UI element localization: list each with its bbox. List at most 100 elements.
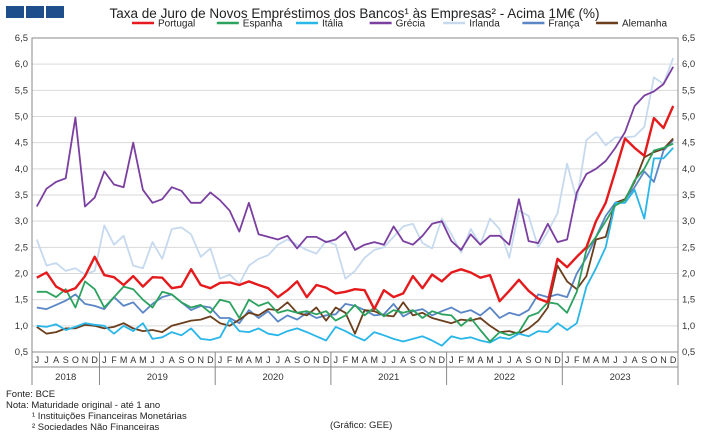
x-month-label: J [623,355,628,365]
x-month-label: J [150,355,155,365]
x-month-label: M [583,355,591,365]
x-year-label: 2019 [147,372,168,383]
series-line-franca [36,139,674,325]
credit-note: (Gráfico: GEE) [330,420,393,431]
y-tick-label-left: 2,0 [15,269,28,280]
y-tick-label-right: 1,5 [682,295,695,306]
x-month-label: M [139,355,147,365]
y-tick-label-left: 1,5 [15,295,28,306]
x-month-label: D [207,355,214,365]
x-month-label: S [641,355,647,365]
y-tick-label-left: 5,5 [15,85,28,96]
x-month-label: J [333,355,338,365]
y-tick-label-right: 6,5 [682,33,695,44]
x-month-label: M [236,355,244,365]
x-month-label: S [410,355,416,365]
legend-label-alemanha: Alemanha [622,19,667,30]
chart-title: Taxa de Juro de Novos Empréstimos dos Ba… [109,6,600,21]
y-tick-label-left: 1,0 [15,321,28,332]
x-month-label: M [486,355,494,365]
series-line-irlanda [35,57,675,285]
x-month-label: S [526,355,532,365]
series-line-italia [36,147,674,347]
legend-label-portugal: Portugal [158,19,195,30]
x-year-label: 2021 [378,372,399,383]
x-month-label: J [391,355,396,365]
x-month-label: A [169,355,175,365]
x-year-label: 2020 [262,372,283,383]
legend-label-franca: França [548,19,580,30]
y-tick-label-left: 6,5 [15,33,28,44]
y-tick-label-right: 6,0 [682,59,695,70]
x-month-label: M [255,355,263,365]
x-month-label: N [660,355,667,365]
y-tick-label-right: 2,0 [682,269,695,280]
x-month-label: J [276,355,281,365]
x-month-label: D [323,355,330,365]
legend-label-italia: Itália [322,19,344,30]
source-note: Fonte: BCE [6,389,56,400]
x-month-label: J [565,355,570,365]
x-month-label: D [554,355,561,365]
y-tick-label-right: 5,5 [682,85,695,96]
x-month-label: O [535,355,542,365]
x-month-label: J [613,355,618,365]
y-tick-label-right: 3,5 [682,190,695,201]
method-note: Nota: Maturidade original - até 1 ano [6,400,161,411]
x-month-label: N [197,355,204,365]
legend-label-irlanda: Irlanda [469,19,500,30]
x-month-label: O [72,355,79,365]
logo-block-icon [26,6,44,18]
x-month-label: O [188,355,195,365]
y-tick-label-left: 6,0 [15,59,28,70]
x-month-label: J [102,355,107,365]
plot-border [31,37,679,353]
x-month-label: N [313,355,320,365]
y-tick-label-right: 2,5 [682,242,695,253]
x-month-label: A [246,355,252,365]
y-tick-label-left: 4,5 [15,138,28,149]
series-line-portugal [36,105,675,311]
x-month-label: O [419,355,426,365]
x-month-label: A [130,355,136,365]
x-month-label: A [477,355,483,365]
x-month-label: A [53,355,59,365]
legend-label-espanha: Espanha [243,19,283,30]
y-tick-label-left: 3,0 [15,216,28,227]
x-month-label: S [63,355,69,365]
x-month-label: F [343,355,349,365]
y-tick-label-right: 5,0 [682,112,695,123]
x-month-label: J [507,355,512,365]
y-tick-label-right: 4,0 [682,164,695,175]
y-tick-label-right: 4,5 [682,138,695,149]
x-month-label: N [82,355,89,365]
x-month-label: A [593,355,599,365]
x-month-label: M [371,355,379,365]
footnote-2: ² Sociedades Não Financeiras [32,422,160,433]
x-month-label: F [574,355,580,365]
y-tick-label-right: 1,0 [682,321,695,332]
x-month-label: J [266,355,271,365]
y-tick-label-left: 3,5 [15,190,28,201]
x-month-label: F [458,355,464,365]
x-month-label: A [400,355,406,365]
x-month-label: J [44,355,49,365]
x-month-label: O [303,355,310,365]
x-month-label: J [218,355,223,365]
x-month-label: J [449,355,454,365]
x-month-label: M [351,355,359,365]
series-line-espanha [36,142,674,343]
x-month-label: M [602,355,610,365]
series-line-alemanha [36,137,674,335]
x-month-label: D [670,355,677,365]
x-month-label: J [497,355,502,365]
x-month-label: J [35,355,40,365]
y-tick-label-left: 0,5 [15,347,28,358]
y-tick-label-left: 5,0 [15,112,28,123]
y-tick-label-left: 2,5 [15,242,28,253]
legend-label-grecia: Grécia [396,19,426,30]
y-tick-label-left: 4,0 [15,164,28,175]
x-month-label: J [160,355,165,365]
